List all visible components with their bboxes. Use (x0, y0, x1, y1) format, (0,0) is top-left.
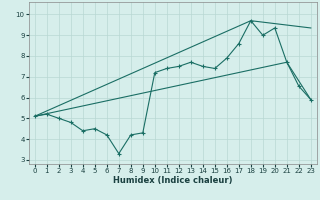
X-axis label: Humidex (Indice chaleur): Humidex (Indice chaleur) (113, 176, 233, 185)
